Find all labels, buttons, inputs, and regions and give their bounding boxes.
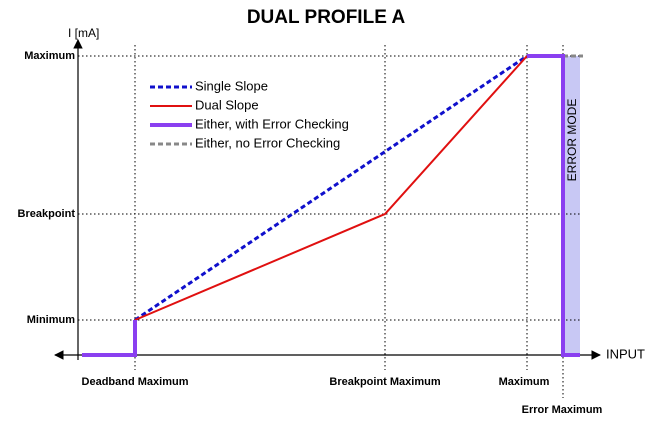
x-level: Deadband Maximum — [82, 376, 189, 388]
grid — [78, 45, 582, 398]
annotation: ERROR MODE — [565, 99, 579, 182]
y-level: Minimum — [27, 314, 75, 326]
dual-slope — [134, 55, 528, 321]
error-check-line — [82, 320, 137, 357]
legend-entry: Either, no Error Checking — [195, 135, 340, 150]
legend: Single Slope Dual Slope Either, with Err… — [150, 78, 349, 150]
x-level: Error Maximum — [522, 404, 603, 416]
legend-entry: Either, with Error Checking — [195, 116, 349, 131]
legend-entry: Single Slope — [195, 78, 268, 93]
x-level: Breakpoint Maximum — [329, 376, 440, 388]
x-level: Maximum — [499, 376, 550, 388]
title: DUAL PROFILE A — [247, 7, 406, 28]
error-check-line — [527, 54, 580, 357]
y-level: Breakpoint — [18, 208, 76, 220]
error-zone — [563, 56, 580, 355]
legend-entry: Dual Slope — [195, 97, 259, 112]
single-slope — [134, 54, 528, 322]
x-axis-label: INPUT — [606, 346, 645, 361]
y-axis-label: I [mA] — [68, 26, 99, 40]
y-level: Maximum — [24, 50, 75, 62]
